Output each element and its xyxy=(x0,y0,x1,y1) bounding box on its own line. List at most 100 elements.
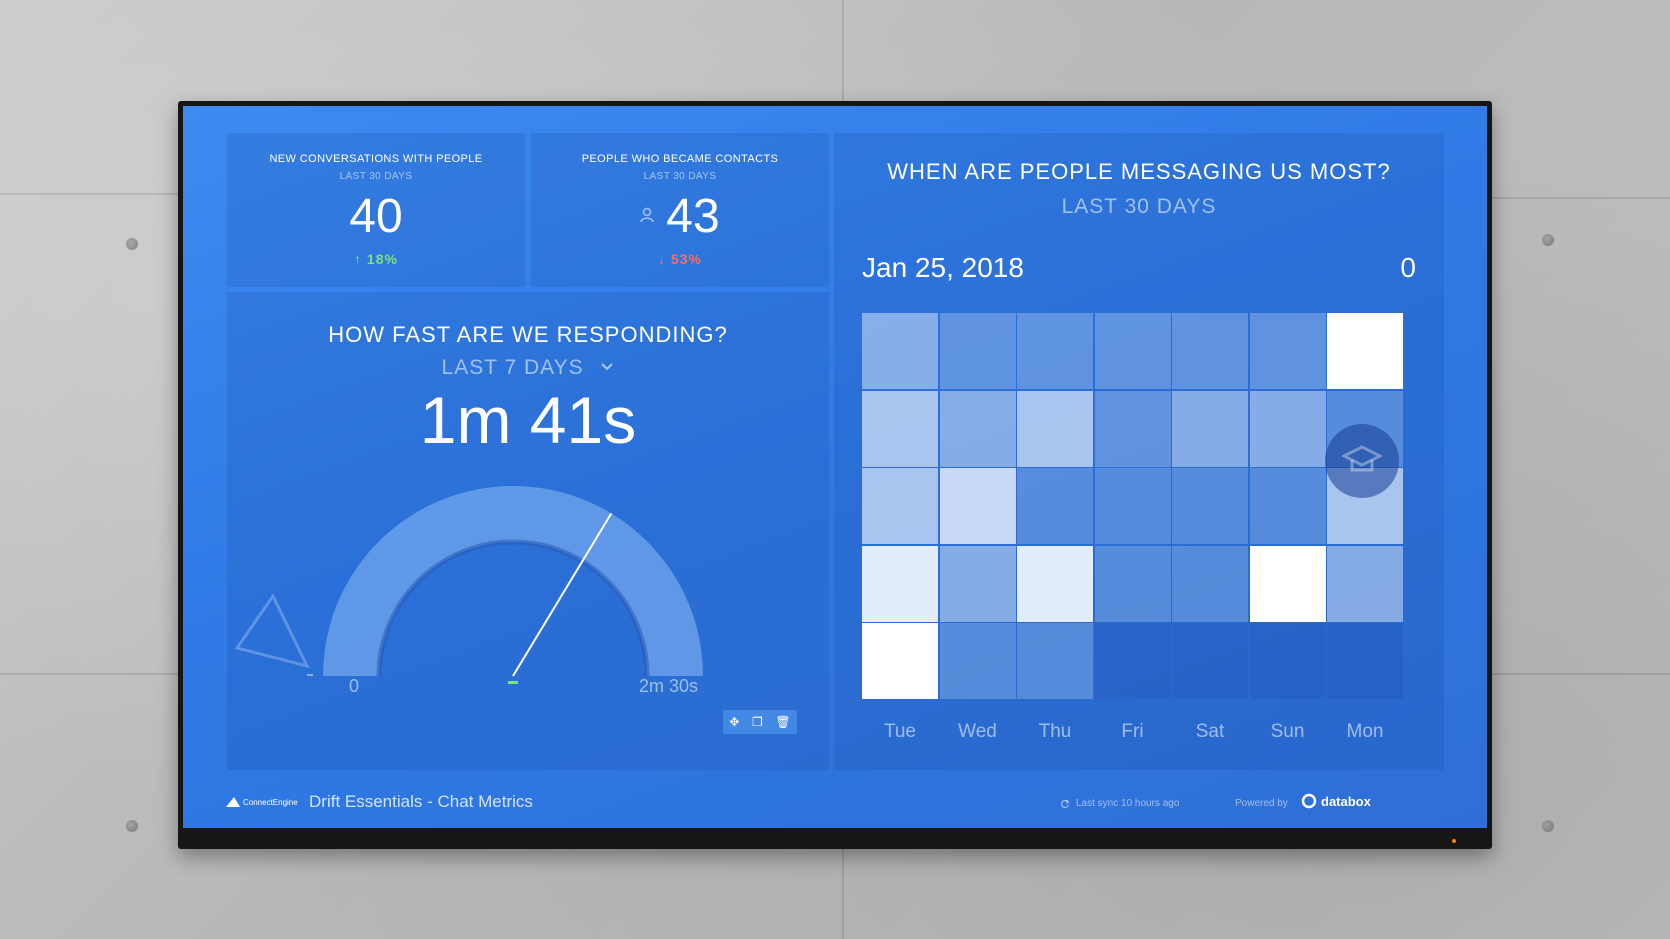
chevron-down-icon xyxy=(601,363,614,371)
widget-subtitle: LAST 30 DAYS xyxy=(339,171,413,182)
wall-seam-horizontal xyxy=(0,673,178,675)
kpi-value: 40 xyxy=(349,190,403,243)
heatmap-cell[interactable] xyxy=(1172,545,1248,622)
heatmap-cell[interactable] xyxy=(1094,390,1171,467)
selected-date: Jan 25, 2018 xyxy=(862,252,1024,283)
brand-name: ConnectEngine xyxy=(243,797,298,807)
databox-name: databox xyxy=(1321,793,1371,809)
wall-seam-horizontal xyxy=(1492,197,1670,199)
powered-by-label: Powered by xyxy=(1235,798,1288,809)
response-gauge xyxy=(307,486,703,684)
gauge-track xyxy=(323,486,703,676)
heatmap-cell[interactable] xyxy=(1094,545,1171,622)
heatmap-cell[interactable] xyxy=(939,623,1016,699)
triangle-decoration-icon xyxy=(234,593,310,669)
dashboard-title[interactable]: Drift Essentials - Chat Metrics xyxy=(309,792,533,811)
day-label: Mon xyxy=(1346,721,1384,742)
widget-title: PEOPLE WHO BECAME CONTACTS xyxy=(581,153,779,165)
gauge-min-label: 0 xyxy=(349,676,360,696)
wall-seam-horizontal xyxy=(1492,673,1670,675)
day-label: Sun xyxy=(1270,721,1305,742)
gauge-inner-ring xyxy=(376,539,650,677)
heatmap-cell[interactable] xyxy=(1094,623,1171,699)
brand-logo: ConnectEngine xyxy=(225,796,298,808)
wall-bolt xyxy=(1542,234,1554,246)
heatmap-cell[interactable] xyxy=(1172,390,1248,467)
wall-seam-horizontal xyxy=(0,193,178,195)
day-label: Wed xyxy=(958,721,997,742)
databox-logo[interactable]: databox xyxy=(1301,793,1371,809)
heatmap-cell[interactable] xyxy=(1017,390,1093,467)
date-range-label: LAST 7 DAYS xyxy=(441,356,584,379)
heatmap-cell[interactable] xyxy=(862,390,938,467)
gauge-needle xyxy=(512,512,613,677)
person-icon xyxy=(640,208,655,223)
dashboard-screen: NEW CONVERSATIONS WITH PEOPLE LAST 30 DA… xyxy=(183,106,1487,828)
heatmap-cell[interactable] xyxy=(1249,390,1326,467)
heatmap-cell[interactable] xyxy=(939,545,1016,622)
widget-subtitle: LAST 30 DAYS xyxy=(1061,195,1217,218)
heatmap-cell[interactable] xyxy=(1094,313,1171,389)
heatmap-cell[interactable] xyxy=(1172,623,1248,699)
day-label: Tue xyxy=(883,721,917,742)
change-badge: ↓ 53% xyxy=(658,251,702,267)
widget-title: HOW FAST ARE WE RESPONDING? xyxy=(328,322,728,347)
heatmap-cell[interactable] xyxy=(939,390,1016,467)
conversations-widget[interactable]: NEW CONVERSATIONS WITH PEOPLE LAST 30 DA… xyxy=(227,133,525,287)
heatmap-cell[interactable] xyxy=(862,313,938,389)
heatmap-cell[interactable] xyxy=(939,468,1016,544)
response-time-value: 1m 41s xyxy=(419,383,637,457)
copy-icon[interactable]: ❐ xyxy=(752,715,763,729)
heatmap-cell[interactable] xyxy=(1249,468,1326,544)
heatmap-cell[interactable] xyxy=(862,468,938,544)
heatmap-cell[interactable] xyxy=(1249,623,1326,699)
wall-bolt xyxy=(126,820,138,832)
dashboard-footer: ConnectEngine Drift Essentials - Chat Me… xyxy=(183,776,1487,828)
widget-title: WHEN ARE PEOPLE MESSAGING US MOST? xyxy=(887,159,1391,184)
heatmap-cell[interactable] xyxy=(1017,623,1093,699)
kpi-value-row: 43 xyxy=(531,191,829,243)
graduation-cap-icon xyxy=(1342,445,1382,472)
heatmap-cell[interactable] xyxy=(1327,313,1403,389)
refresh-icon[interactable] xyxy=(1060,799,1070,809)
response-time-widget[interactable]: HOW FAST ARE WE RESPONDING? LAST 7 DAYS … xyxy=(227,292,829,770)
day-label: Sat xyxy=(1195,721,1225,742)
last-sync-status: Last sync 10 hours ago xyxy=(1076,798,1180,809)
date-range-dropdown[interactable]: LAST 7 DAYS xyxy=(227,356,829,380)
day-label: Thu xyxy=(1038,721,1072,742)
messaging-heatmap-widget[interactable]: WHEN ARE PEOPLE MESSAGING US MOST? LAST … xyxy=(834,133,1444,770)
gauge-pivot xyxy=(508,681,518,684)
power-led xyxy=(1452,839,1456,843)
heatmap-cell[interactable] xyxy=(1327,623,1403,699)
heatmap-cell[interactable] xyxy=(1249,313,1326,389)
heatmap-cell[interactable] xyxy=(1094,468,1171,544)
help-button[interactable] xyxy=(1325,424,1399,498)
change-badge: ↑ 18% xyxy=(354,251,398,267)
wall-bolt xyxy=(1542,820,1554,832)
selected-value: 0 xyxy=(1400,252,1416,283)
contacts-widget[interactable]: PEOPLE WHO BECAME CONTACTS LAST 30 DAYS … xyxy=(531,133,829,287)
kpi-value: 43 xyxy=(666,190,720,243)
databox-logo-icon xyxy=(1301,793,1317,809)
gauge-max-label: 2m 30s xyxy=(639,676,699,696)
wall-bolt xyxy=(126,238,138,250)
heatmap-cell[interactable] xyxy=(1172,313,1248,389)
heatmap-cell[interactable] xyxy=(1017,545,1093,622)
connectengine-logo-icon xyxy=(226,797,240,807)
widget-title: NEW CONVERSATIONS WITH PEOPLE xyxy=(269,153,483,165)
heatmap-cell[interactable] xyxy=(939,313,1016,389)
trash-icon[interactable]: 🗑 xyxy=(775,715,791,729)
widget-toolbar: ✥ ❐ 🗑 xyxy=(723,710,797,734)
tv-frame: NEW CONVERSATIONS WITH PEOPLE LAST 30 DA… xyxy=(178,101,1492,849)
widget-subtitle: LAST 30 DAYS xyxy=(643,171,717,182)
gauge-tick xyxy=(307,674,313,676)
heatmap-cell[interactable] xyxy=(862,545,938,622)
heatmap-cell[interactable] xyxy=(1249,545,1326,622)
heatmap-cell[interactable] xyxy=(1017,313,1093,389)
heatmap-cell[interactable] xyxy=(1017,468,1093,544)
heatmap-cell[interactable] xyxy=(1172,468,1248,544)
heatmap-cell[interactable] xyxy=(862,623,938,699)
heatmap-cell[interactable] xyxy=(1327,545,1403,622)
day-label: Fri xyxy=(1121,721,1144,742)
move-icon[interactable]: ✥ xyxy=(729,715,740,729)
